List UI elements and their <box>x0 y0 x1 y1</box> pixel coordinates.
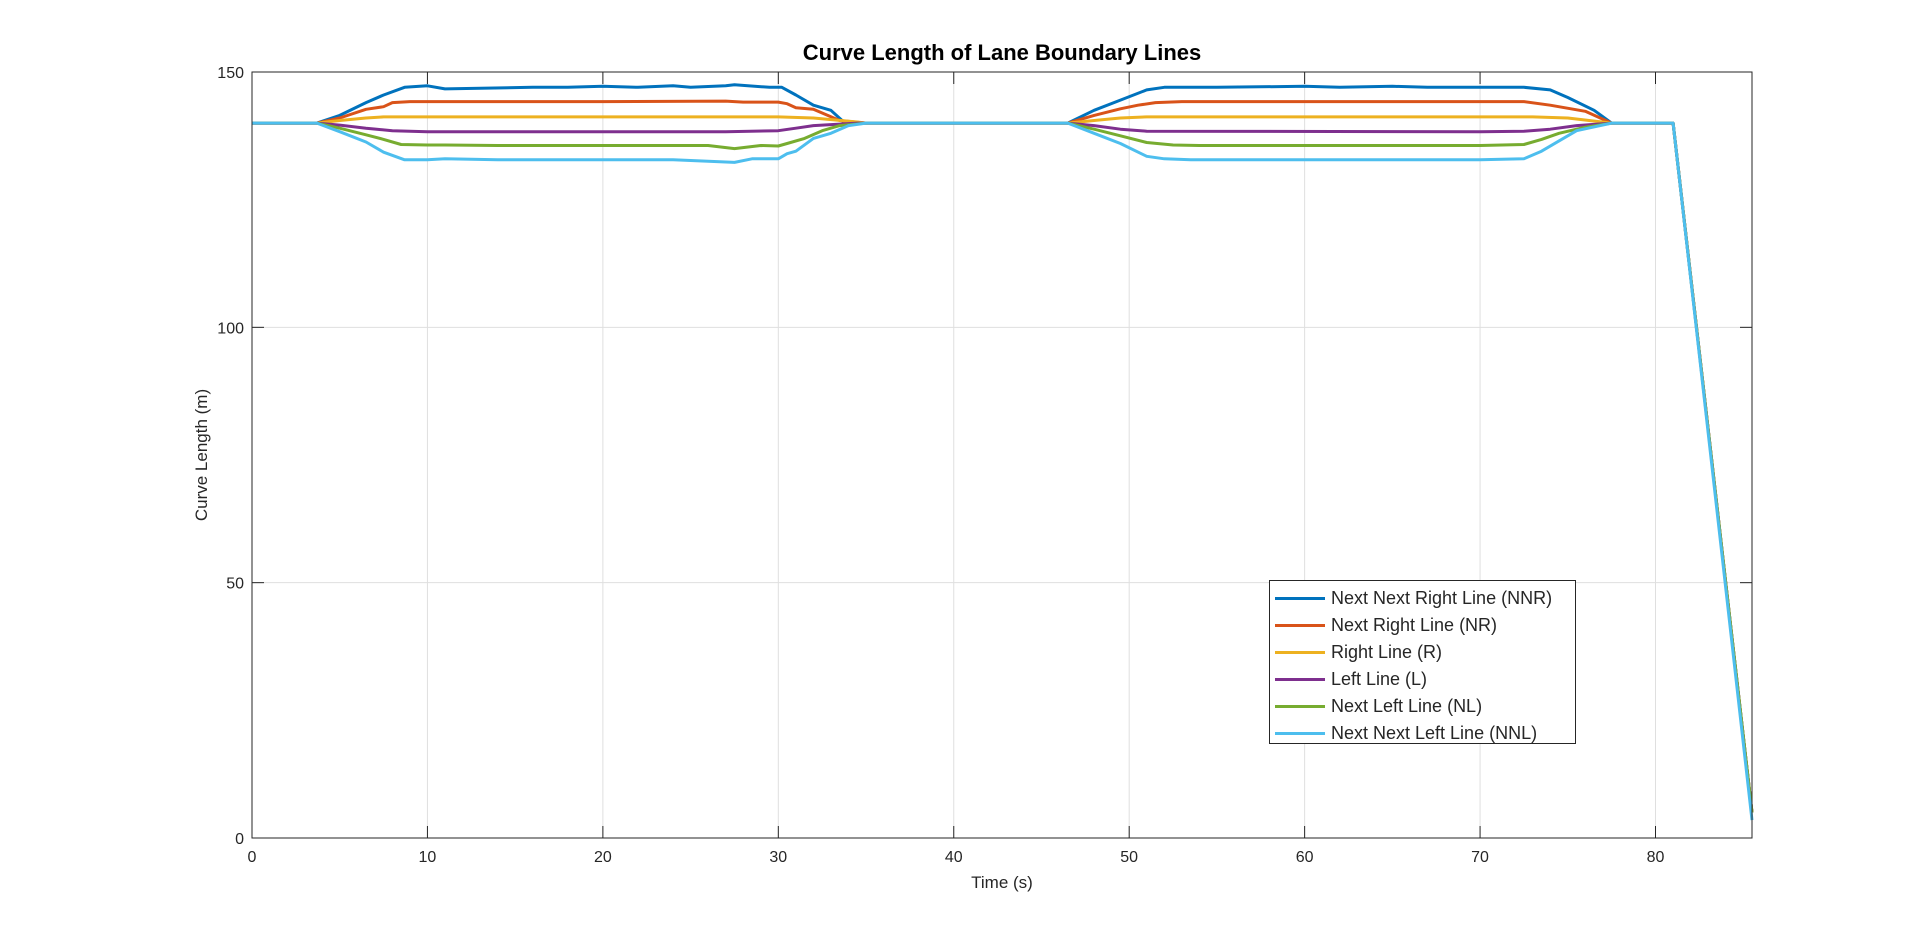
chart-title: Curve Length of Lane Boundary Lines <box>803 40 1201 65</box>
series-layer <box>252 83 1754 821</box>
legend-label: Next Right Line (NR) <box>1331 615 1498 635</box>
series-line <box>252 121 1754 821</box>
x-tick-label: 50 <box>1120 849 1138 866</box>
x-tick-label: 20 <box>594 849 612 866</box>
series-line <box>252 121 1754 813</box>
legend-label: Next Next Left Line (NNL) <box>1331 723 1538 743</box>
y-axis-label: Curve Length (m) <box>192 389 211 521</box>
legend-swatch <box>1275 624 1325 627</box>
y-tick-label: 150 <box>217 65 244 82</box>
legend-item-nnl[interactable]: Next Next Left Line (NNL) <box>1270 720 1575 747</box>
legend-swatch <box>1275 678 1325 681</box>
series-line <box>252 83 1754 813</box>
legend-item-l[interactable]: Left Line (L) <box>1270 666 1575 693</box>
legend-label: Next Left Line (NL) <box>1331 696 1483 716</box>
legend-label: Right Line (R) <box>1331 642 1443 662</box>
legend-swatch <box>1275 597 1325 600</box>
legend-swatch <box>1275 651 1325 654</box>
x-tick-label: 40 <box>945 849 963 866</box>
legend-item-r[interactable]: Right Line (R) <box>1270 639 1575 666</box>
legend-item-nr[interactable]: Next Right Line (NR) <box>1270 612 1575 639</box>
x-tick-label: 80 <box>1647 849 1665 866</box>
y-tick-label: 50 <box>226 576 244 593</box>
x-tick-label: 0 <box>248 849 257 866</box>
x-tick-label: 30 <box>769 849 787 866</box>
tick-layer: 0 10 20 30 40 50 60 70 80 0 50 100 150 <box>217 65 1752 866</box>
y-tick-label: 0 <box>235 831 244 848</box>
x-tick-label: 70 <box>1471 849 1489 866</box>
legend-label: Next Next Right Line (NNR) <box>1331 588 1553 608</box>
series-line <box>252 99 1754 813</box>
legend[interactable]: Next Next Right Line (NNR) Next Right Li… <box>1269 580 1576 744</box>
axes-frame <box>251 71 1753 839</box>
legend-swatch <box>1275 705 1325 708</box>
y-tick-label: 100 <box>217 320 244 337</box>
legend-item-nl[interactable]: Next Left Line (NL) <box>1270 693 1575 720</box>
x-axis-label: Time (s) <box>971 873 1033 892</box>
x-tick-label: 60 <box>1296 849 1314 866</box>
legend-item-nnr[interactable]: Next Next Right Line (NNR) <box>1270 585 1575 612</box>
legend-swatch <box>1275 732 1325 735</box>
legend-label: Left Line (L) <box>1331 669 1428 689</box>
x-tick-label: 10 <box>419 849 437 866</box>
